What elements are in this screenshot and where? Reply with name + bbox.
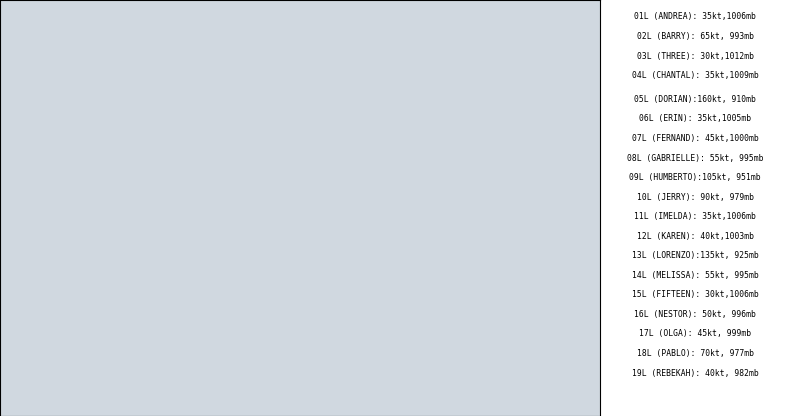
Text: 19L (REBEKAH): 40kt, 982mb: 19L (REBEKAH): 40kt, 982mb [632, 369, 758, 378]
Text: 02L (BARRY): 65kt, 993mb: 02L (BARRY): 65kt, 993mb [637, 32, 754, 41]
Text: 03L (THREE): 30kt,1012mb: 03L (THREE): 30kt,1012mb [637, 52, 754, 61]
Text: 08L (GABRIELLE): 55kt, 995mb: 08L (GABRIELLE): 55kt, 995mb [627, 154, 763, 163]
Text: 01L (ANDREA): 35kt,1006mb: 01L (ANDREA): 35kt,1006mb [634, 12, 756, 22]
Text: 17L (OLGA): 45kt, 999mb: 17L (OLGA): 45kt, 999mb [639, 329, 751, 339]
Text: 10L (JERRY): 90kt, 979mb: 10L (JERRY): 90kt, 979mb [637, 193, 754, 202]
Text: 14L (MELISSA): 55kt, 995mb: 14L (MELISSA): 55kt, 995mb [632, 271, 758, 280]
Text: 16L (NESTOR): 50kt, 996mb: 16L (NESTOR): 50kt, 996mb [634, 310, 756, 319]
Text: 18L (PABLO): 70kt, 977mb: 18L (PABLO): 70kt, 977mb [637, 349, 754, 358]
Text: 07L (FERNAND): 45kt,1000mb: 07L (FERNAND): 45kt,1000mb [632, 134, 758, 143]
Text: 13L (LORENZO):135kt, 925mb: 13L (LORENZO):135kt, 925mb [632, 251, 758, 260]
Text: 12L (KAREN): 40kt,1003mb: 12L (KAREN): 40kt,1003mb [637, 232, 754, 241]
Text: 04L (CHANTAL): 35kt,1009mb: 04L (CHANTAL): 35kt,1009mb [632, 71, 758, 80]
Text: 11L (IMELDA): 35kt,1006mb: 11L (IMELDA): 35kt,1006mb [634, 212, 756, 221]
Text: 09L (HUMBERTO):105kt, 951mb: 09L (HUMBERTO):105kt, 951mb [630, 173, 761, 182]
Text: 15L (FIFTEEN): 30kt,1006mb: 15L (FIFTEEN): 30kt,1006mb [632, 290, 758, 300]
Text: 06L (ERIN): 35kt,1005mb: 06L (ERIN): 35kt,1005mb [639, 114, 751, 124]
Text: 05L (DORIAN):160kt, 910mb: 05L (DORIAN):160kt, 910mb [634, 95, 756, 104]
